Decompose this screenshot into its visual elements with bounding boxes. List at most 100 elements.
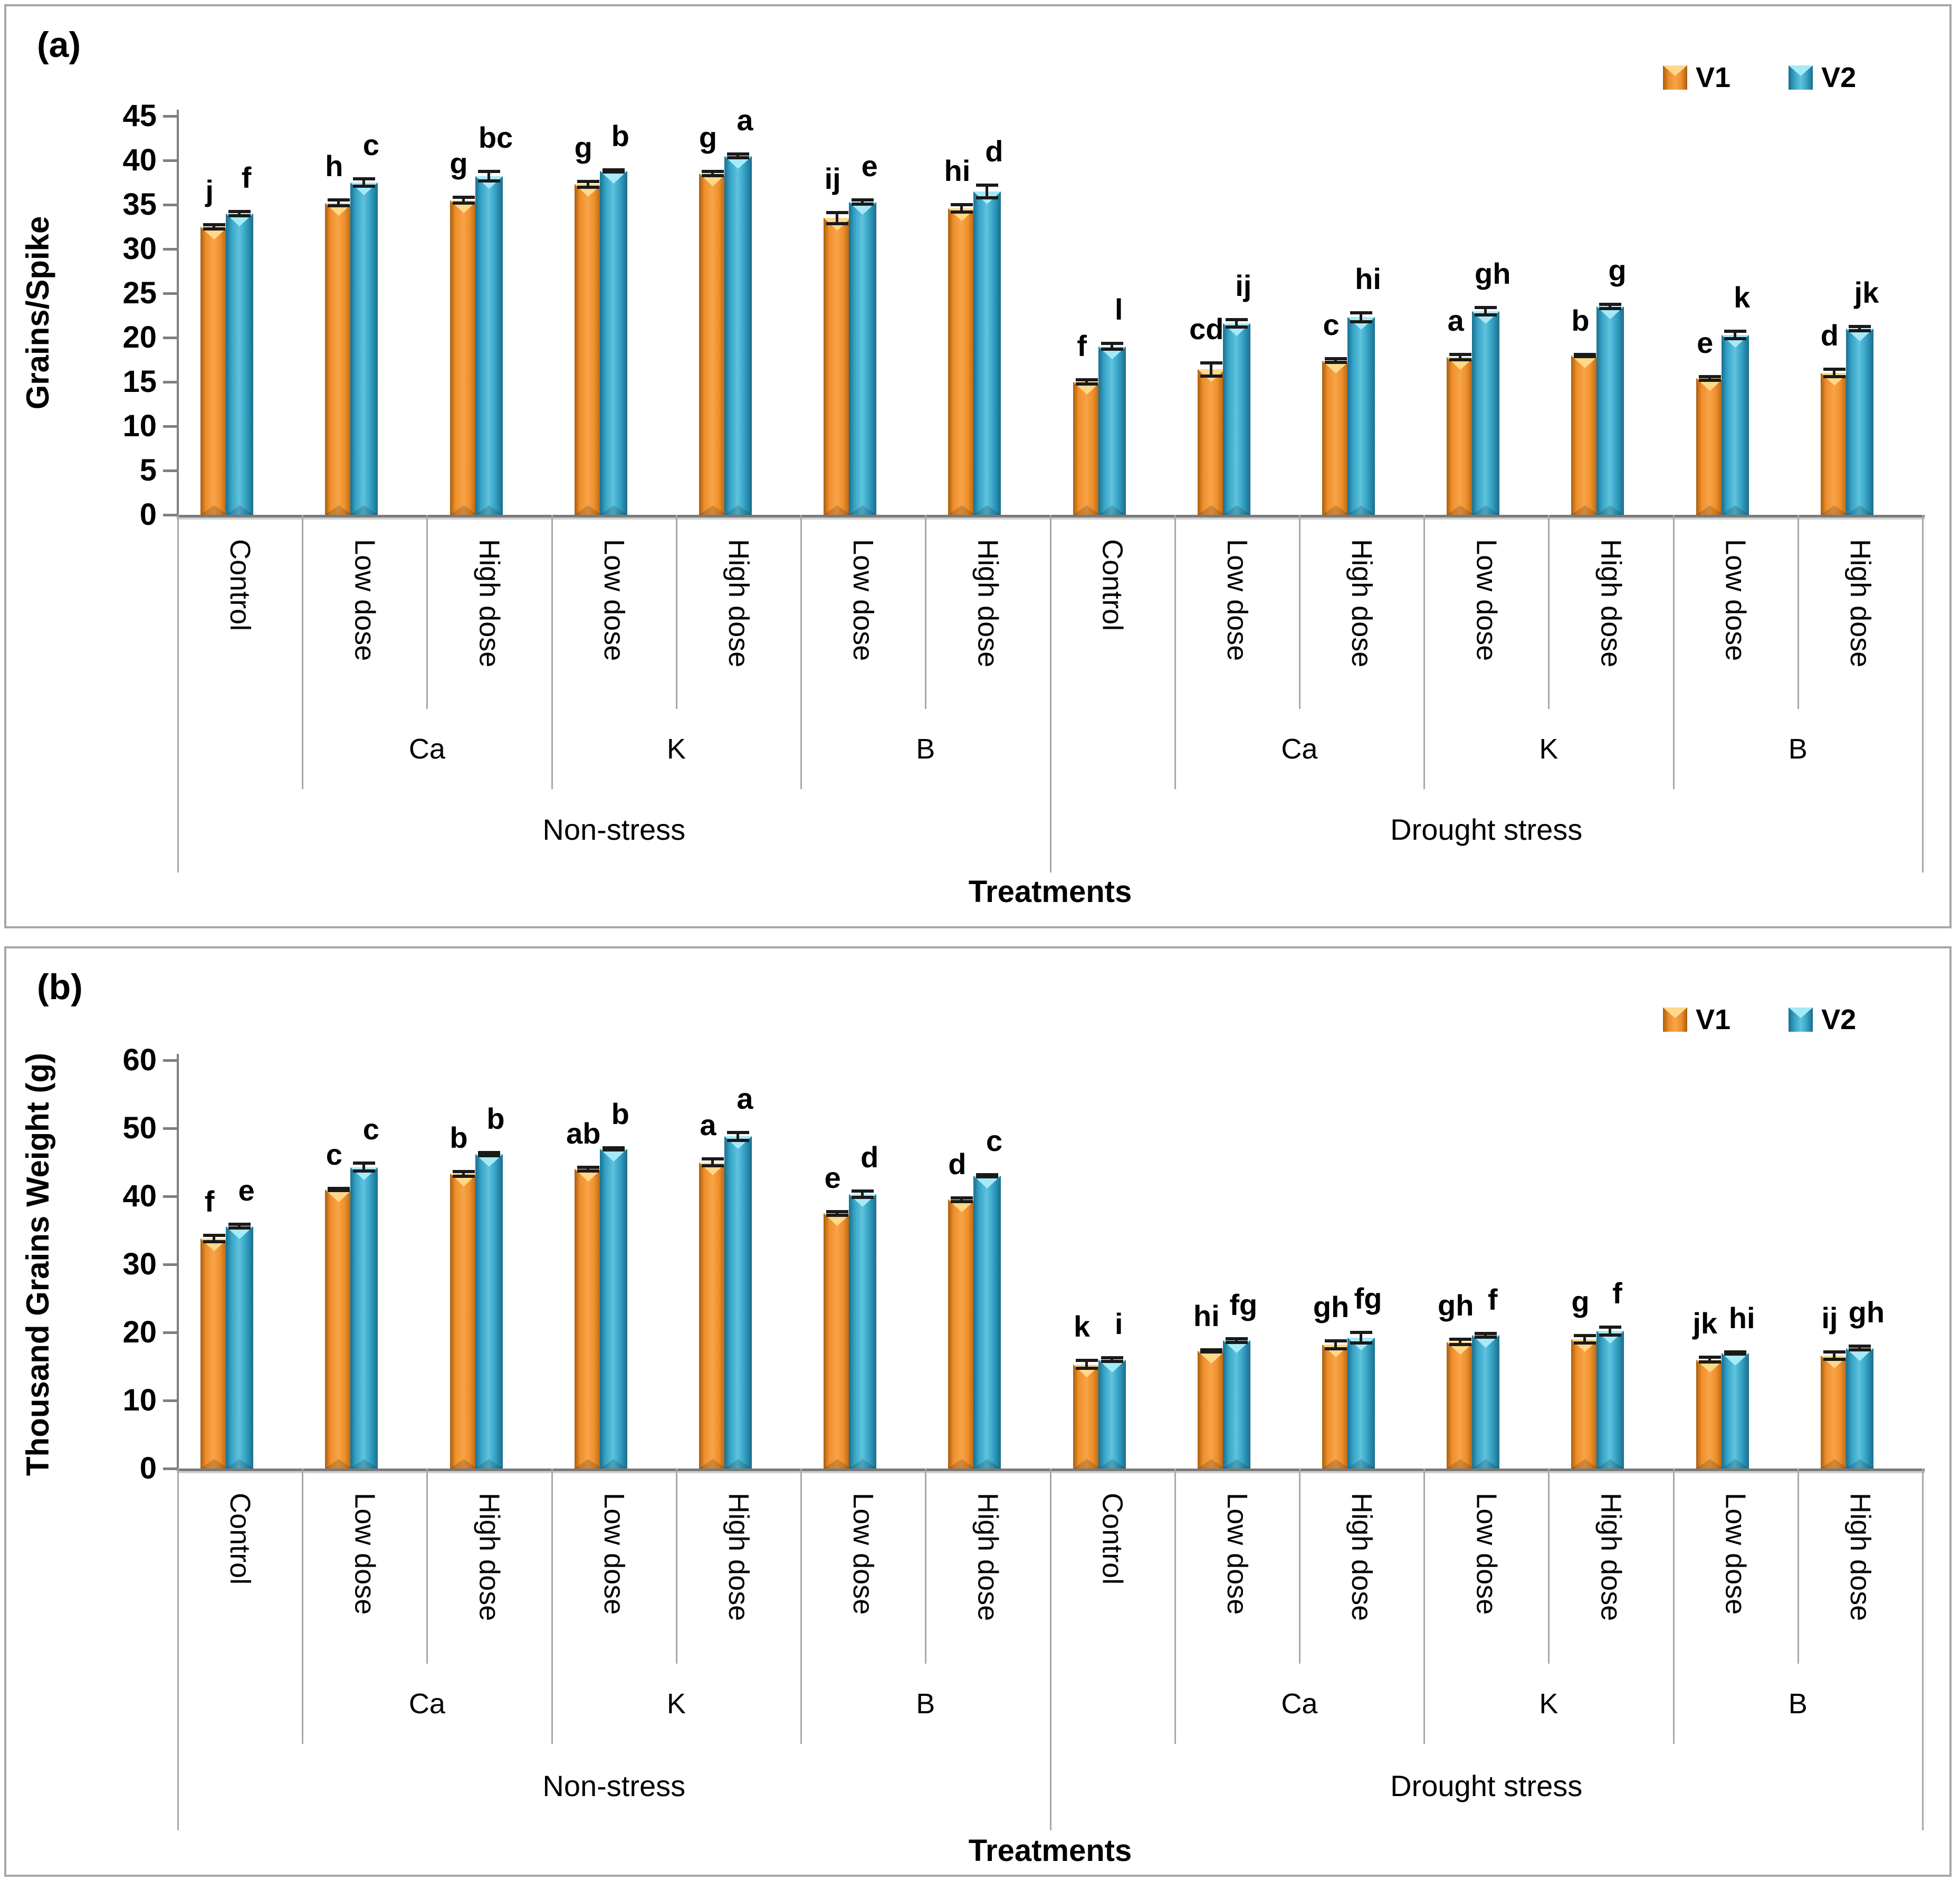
category-separator xyxy=(177,515,179,872)
error-bar-cap-top xyxy=(1325,1339,1347,1342)
error-bar-cap-bottom xyxy=(1823,1358,1846,1361)
significance-letter: hi xyxy=(944,153,971,187)
x-category-label: High dose xyxy=(722,1493,754,1621)
error-bar-cap-bottom xyxy=(1599,1333,1622,1337)
legend-swatch-v2-icon xyxy=(1789,1007,1813,1032)
x-category-label: Low dose xyxy=(349,1493,381,1615)
bar-v2 xyxy=(599,171,627,515)
y-axis-tick xyxy=(163,1399,178,1402)
category-separator xyxy=(925,515,927,709)
error-bar-cap-bottom xyxy=(1101,348,1123,351)
bar-v2 xyxy=(1472,1335,1500,1469)
significance-letter: fg xyxy=(1229,1288,1258,1322)
y-axis-line xyxy=(177,1054,179,1470)
y-axis-tick xyxy=(163,1263,178,1266)
bar-v1 xyxy=(450,200,477,515)
significance-letter: hi xyxy=(1728,1301,1755,1335)
nutrient-group-label: B xyxy=(916,1688,935,1720)
error-bar xyxy=(1475,305,1497,316)
error-bar-cap-top xyxy=(1848,1345,1871,1348)
error-bar-line xyxy=(736,152,739,160)
bar-v1 xyxy=(1073,1364,1101,1469)
error-bar-line xyxy=(736,1131,739,1142)
error-bar-cap-top xyxy=(726,152,749,156)
error-bar xyxy=(852,1189,874,1199)
category-separator xyxy=(1922,515,1924,872)
y-axis-tick-label: 15 xyxy=(122,364,157,399)
significance-letter: d xyxy=(985,134,1003,168)
y-axis-tick xyxy=(163,204,178,206)
error-bar-cap-bottom xyxy=(976,196,999,199)
legend: V1 V2 xyxy=(1663,1005,1856,1034)
bar-v1 xyxy=(1073,382,1101,515)
bar-v1 xyxy=(1322,1345,1350,1469)
error-bar-line xyxy=(1858,1345,1861,1352)
error-bar-cap-top xyxy=(951,203,973,206)
significance-letter: b xyxy=(611,1097,629,1130)
y-axis-tick xyxy=(163,1195,178,1198)
error-bar-cap-top xyxy=(228,1223,251,1226)
significance-letter: l xyxy=(1114,293,1123,327)
significance-letter: hi xyxy=(1193,1299,1220,1332)
error-bar-cap-bottom xyxy=(203,227,226,231)
error-bar xyxy=(1449,352,1472,362)
y-axis-line xyxy=(177,110,179,516)
significance-letter: gh xyxy=(1475,256,1511,290)
bar-v1 xyxy=(450,1174,477,1469)
error-bar-cap-top xyxy=(1101,342,1123,346)
x-category-label: High dose xyxy=(972,539,1004,668)
significance-letter: i xyxy=(1114,1307,1123,1341)
error-bar-line xyxy=(1733,329,1736,341)
category-separator xyxy=(1049,515,1051,872)
category-separator xyxy=(1797,1469,1799,1664)
significance-letter: g xyxy=(699,121,718,155)
error-bar xyxy=(826,210,849,225)
error-bar-cap-top xyxy=(826,1210,849,1213)
x-category-label: High dose xyxy=(1595,539,1627,668)
error-bar-cap-top xyxy=(1823,1350,1846,1354)
x-category-label: Low dose xyxy=(598,1493,630,1615)
category-separator xyxy=(1797,515,1799,709)
error-bar-cap-top xyxy=(477,1150,500,1154)
error-bar xyxy=(1698,1355,1721,1364)
error-bar-cap-top xyxy=(1698,375,1721,378)
error-bar-cap-bottom xyxy=(852,1196,874,1199)
error-bar xyxy=(353,177,376,188)
category-separator xyxy=(925,1469,927,1664)
error-bar-cap-bottom xyxy=(951,1199,973,1203)
category-separator xyxy=(1174,1469,1176,1744)
bar-v1 xyxy=(699,1162,726,1469)
bar-v2 xyxy=(1347,1338,1375,1469)
error-bar xyxy=(452,1169,475,1178)
error-bar-line xyxy=(1085,378,1088,386)
bar-v2 xyxy=(1846,329,1873,515)
error-bar-cap-bottom xyxy=(1698,1360,1721,1364)
bar-v1 xyxy=(1696,1359,1724,1469)
stress-group-label: Non-stress xyxy=(542,813,686,846)
significance-letter: k xyxy=(1734,280,1751,314)
error-bar xyxy=(1475,1331,1497,1339)
y-axis-tick-label: 20 xyxy=(122,1315,157,1349)
error-bar-cap-bottom xyxy=(353,1169,376,1173)
error-bar xyxy=(1698,375,1721,382)
x-category-label: Control xyxy=(224,539,256,631)
significance-letter: jk xyxy=(1854,276,1879,310)
error-bar-cap-bottom xyxy=(577,185,599,189)
error-bar-line xyxy=(1459,1338,1462,1346)
bar-v1 xyxy=(824,218,852,515)
error-bar-cap-bottom xyxy=(1475,1335,1497,1339)
significance-letter: b xyxy=(1571,303,1590,337)
error-bar xyxy=(203,223,226,231)
error-bar-cap-bottom xyxy=(1475,313,1497,316)
y-axis-tick-label: 45 xyxy=(122,99,157,133)
x-category-label: High dose xyxy=(1346,1493,1378,1621)
error-bar-line xyxy=(1708,375,1711,382)
y-axis-tick xyxy=(163,115,178,118)
error-bar xyxy=(577,1165,599,1173)
significance-letter: e xyxy=(1697,325,1714,359)
legend-swatch-v1-icon xyxy=(1663,65,1687,90)
significance-letter: jk xyxy=(1693,1306,1718,1340)
error-bar xyxy=(228,210,251,217)
nutrient-group-label: K xyxy=(1539,1688,1559,1720)
x-category-label: Low dose xyxy=(1719,539,1752,661)
